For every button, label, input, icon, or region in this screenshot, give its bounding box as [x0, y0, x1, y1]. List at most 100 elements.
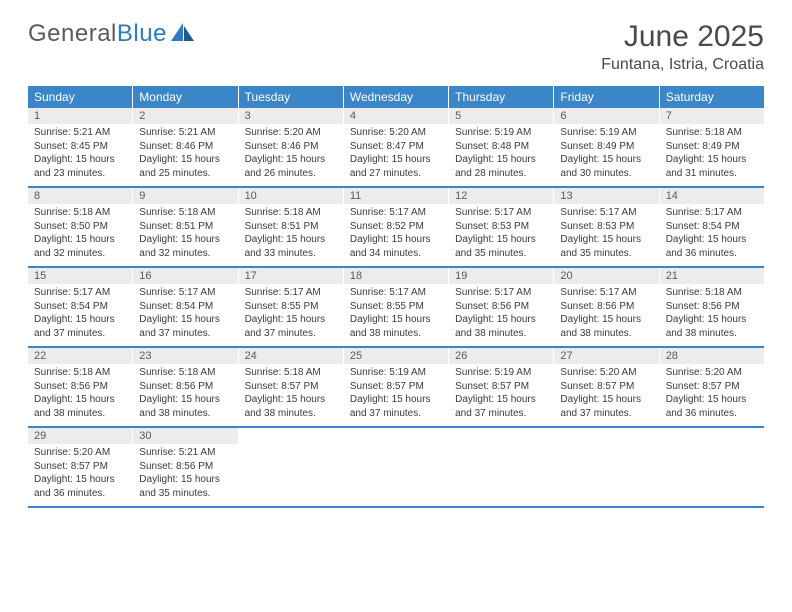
day-cell: 7Sunrise: 5:18 AMSunset: 8:49 PMDaylight… — [660, 108, 764, 186]
sunrise-text: Sunrise: 5:17 AM — [455, 286, 547, 300]
sunset-text: Sunset: 8:56 PM — [34, 380, 126, 394]
day-cell: 24Sunrise: 5:18 AMSunset: 8:57 PMDayligh… — [239, 348, 344, 426]
day-body: Sunrise: 5:17 AMSunset: 8:54 PMDaylight:… — [28, 286, 132, 340]
day-body: Sunrise: 5:19 AMSunset: 8:57 PMDaylight:… — [344, 366, 448, 420]
day-body: Sunrise: 5:17 AMSunset: 8:52 PMDaylight:… — [344, 206, 448, 260]
sunrise-text: Sunrise: 5:19 AM — [350, 366, 442, 380]
day-number: 12 — [449, 188, 553, 204]
sunset-text: Sunset: 8:45 PM — [34, 140, 126, 154]
day-body: Sunrise: 5:18 AMSunset: 8:49 PMDaylight:… — [660, 126, 764, 180]
day-cell: 6Sunrise: 5:19 AMSunset: 8:49 PMDaylight… — [554, 108, 659, 186]
day-cell: 28Sunrise: 5:20 AMSunset: 8:57 PMDayligh… — [660, 348, 764, 426]
day-body: Sunrise: 5:17 AMSunset: 8:53 PMDaylight:… — [554, 206, 658, 260]
day-body: Sunrise: 5:17 AMSunset: 8:54 PMDaylight:… — [133, 286, 237, 340]
sunrise-text: Sunrise: 5:17 AM — [245, 286, 337, 300]
day-cell: 9Sunrise: 5:18 AMSunset: 8:51 PMDaylight… — [133, 188, 238, 266]
daylight-text: Daylight: 15 hours and 37 minutes. — [560, 393, 652, 420]
daylight-text: Daylight: 15 hours and 37 minutes. — [245, 313, 337, 340]
daylight-text: Daylight: 15 hours and 23 minutes. — [34, 153, 126, 180]
daylight-text: Daylight: 15 hours and 31 minutes. — [666, 153, 758, 180]
day-cell: 16Sunrise: 5:17 AMSunset: 8:54 PMDayligh… — [133, 268, 238, 346]
day-number: 14 — [660, 188, 764, 204]
day-cell: 12 Sunrise: 5:17 AMSunset: 8:53 PMDayligh… — [449, 188, 554, 266]
day-cell: 30Sunrise: 5:21 AMSunset: 8:56 PMDayligh… — [133, 428, 238, 506]
day-number: 5 — [449, 108, 553, 124]
weekday-header-cell: Friday — [554, 86, 659, 108]
sunset-text: Sunset: 8:54 PM — [666, 220, 758, 234]
day-body: Sunrise: 5:17 AMSunset: 8:55 PMDaylight:… — [239, 286, 343, 340]
daylight-text: Daylight: 15 hours and 37 minutes. — [34, 313, 126, 340]
daylight-text: Daylight: 15 hours and 37 minutes. — [139, 313, 231, 340]
day-body: Sunrise: 5:17 AMSunset: 8:54 PMDaylight:… — [660, 206, 764, 260]
day-body: Sunrise: 5:20 AMSunset: 8:46 PMDaylight:… — [239, 126, 343, 180]
day-number: 1 — [28, 108, 132, 124]
sunrise-text: Sunrise: 5:18 AM — [666, 286, 758, 300]
sunrise-text: Sunrise: 5:20 AM — [34, 446, 126, 460]
daylight-text: Daylight: 15 hours and 38 minutes. — [34, 393, 126, 420]
day-number: 3 — [239, 108, 343, 124]
sunrise-text: Sunrise: 5:20 AM — [666, 366, 758, 380]
day-cell — [239, 428, 344, 506]
day-number: 27 — [554, 348, 658, 364]
sunset-text: Sunset: 8:53 PM — [455, 220, 547, 234]
day-body: Sunrise: 5:20 AMSunset: 8:47 PMDaylight:… — [344, 126, 448, 180]
sunset-text: Sunset: 8:56 PM — [560, 300, 652, 314]
daylight-text: Daylight: 15 hours and 37 minutes. — [455, 393, 547, 420]
daylight-text: Daylight: 15 hours and 38 minutes. — [560, 313, 652, 340]
day-body: Sunrise: 5:17 AMSunset: 8:53 PMDaylight:… — [449, 206, 553, 260]
day-cell: 18Sunrise: 5:17 AMSunset: 8:55 PMDayligh… — [344, 268, 449, 346]
day-number: 26 — [449, 348, 553, 364]
day-number: 10 — [239, 188, 343, 204]
day-body: Sunrise: 5:18 AMSunset: 8:56 PMDaylight:… — [133, 366, 237, 420]
daylight-text: Daylight: 15 hours and 37 minutes. — [350, 393, 442, 420]
day-number: 24 — [239, 348, 343, 364]
day-cell: 14 Sunrise: 5:17 AMSunset: 8:54 PMDayligh… — [660, 188, 764, 266]
day-body: Sunrise: 5:18 AMSunset: 8:56 PMDaylight:… — [660, 286, 764, 340]
day-cell: 23Sunrise: 5:18 AMSunset: 8:56 PMDayligh… — [133, 348, 238, 426]
day-cell: 8Sunrise: 5:18 AMSunset: 8:50 PMDaylight… — [28, 188, 133, 266]
day-cell: 19Sunrise: 5:17 AMSunset: 8:56 PMDayligh… — [449, 268, 554, 346]
sunrise-text: Sunrise: 5:17 AM — [139, 286, 231, 300]
day-body: Sunrise: 5:18 AMSunset: 8:50 PMDaylight:… — [28, 206, 132, 260]
daylight-text: Daylight: 15 hours and 38 minutes. — [666, 313, 758, 340]
header: GeneralBlue June 2025 Funtana, Istria, C… — [0, 0, 792, 80]
day-body: Sunrise: 5:21 AMSunset: 8:56 PMDaylight:… — [133, 446, 237, 500]
day-number: 11 — [344, 188, 448, 204]
sunrise-text: Sunrise: 5:20 AM — [560, 366, 652, 380]
sunrise-text: Sunrise: 5:18 AM — [34, 206, 126, 220]
daylight-text: Daylight: 15 hours and 26 minutes. — [245, 153, 337, 180]
day-cell: 21Sunrise: 5:18 AMSunset: 8:56 PMDayligh… — [660, 268, 764, 346]
weekday-header-cell: Monday — [133, 86, 238, 108]
day-cell: 15Sunrise: 5:17 AMSunset: 8:54 PMDayligh… — [28, 268, 133, 346]
day-body: Sunrise: 5:17 AMSunset: 8:56 PMDaylight:… — [554, 286, 658, 340]
day-cell: 2Sunrise: 5:21 AMSunset: 8:46 PMDaylight… — [133, 108, 238, 186]
day-cell — [554, 428, 659, 506]
logo-text: GeneralBlue — [28, 20, 167, 48]
day-body: Sunrise: 5:20 AMSunset: 8:57 PMDaylight:… — [28, 446, 132, 500]
location-text: Funtana, Istria, Croatia — [601, 56, 764, 74]
daylight-text: Daylight: 15 hours and 38 minutes. — [139, 393, 231, 420]
sunset-text: Sunset: 8:54 PM — [139, 300, 231, 314]
daylight-text: Daylight: 15 hours and 35 minutes. — [455, 233, 547, 260]
day-body: Sunrise: 5:21 AMSunset: 8:45 PMDaylight:… — [28, 126, 132, 180]
daylight-text: Daylight: 15 hours and 30 minutes. — [560, 153, 652, 180]
day-body: Sunrise: 5:21 AMSunset: 8:46 PMDaylight:… — [133, 126, 237, 180]
day-number: 13 — [554, 188, 658, 204]
day-number: 28 — [660, 348, 764, 364]
day-cell: 13 Sunrise: 5:17 AMSunset: 8:53 PMDayligh… — [554, 188, 659, 266]
sunset-text: Sunset: 8:50 PM — [34, 220, 126, 234]
sunset-text: Sunset: 8:57 PM — [560, 380, 652, 394]
daylight-text: Daylight: 15 hours and 38 minutes. — [455, 313, 547, 340]
sunset-text: Sunset: 8:49 PM — [666, 140, 758, 154]
day-cell: 3 Sunrise: 5:20 AMSunset: 8:46 PMDaylight… — [239, 108, 344, 186]
sunset-text: Sunset: 8:51 PM — [245, 220, 337, 234]
day-cell: 4 Sunrise: 5:20 AMSunset: 8:47 PMDaylight… — [344, 108, 449, 186]
day-body: Sunrise: 5:19 AMSunset: 8:57 PMDaylight:… — [449, 366, 553, 420]
day-number: 4 — [344, 108, 448, 124]
sunrise-text: Sunrise: 5:18 AM — [245, 366, 337, 380]
month-title: June 2025 — [601, 20, 764, 54]
day-cell — [660, 428, 764, 506]
daylight-text: Daylight: 15 hours and 38 minutes. — [245, 393, 337, 420]
sunset-text: Sunset: 8:48 PM — [455, 140, 547, 154]
weekday-header-cell: Wednesday — [344, 86, 449, 108]
